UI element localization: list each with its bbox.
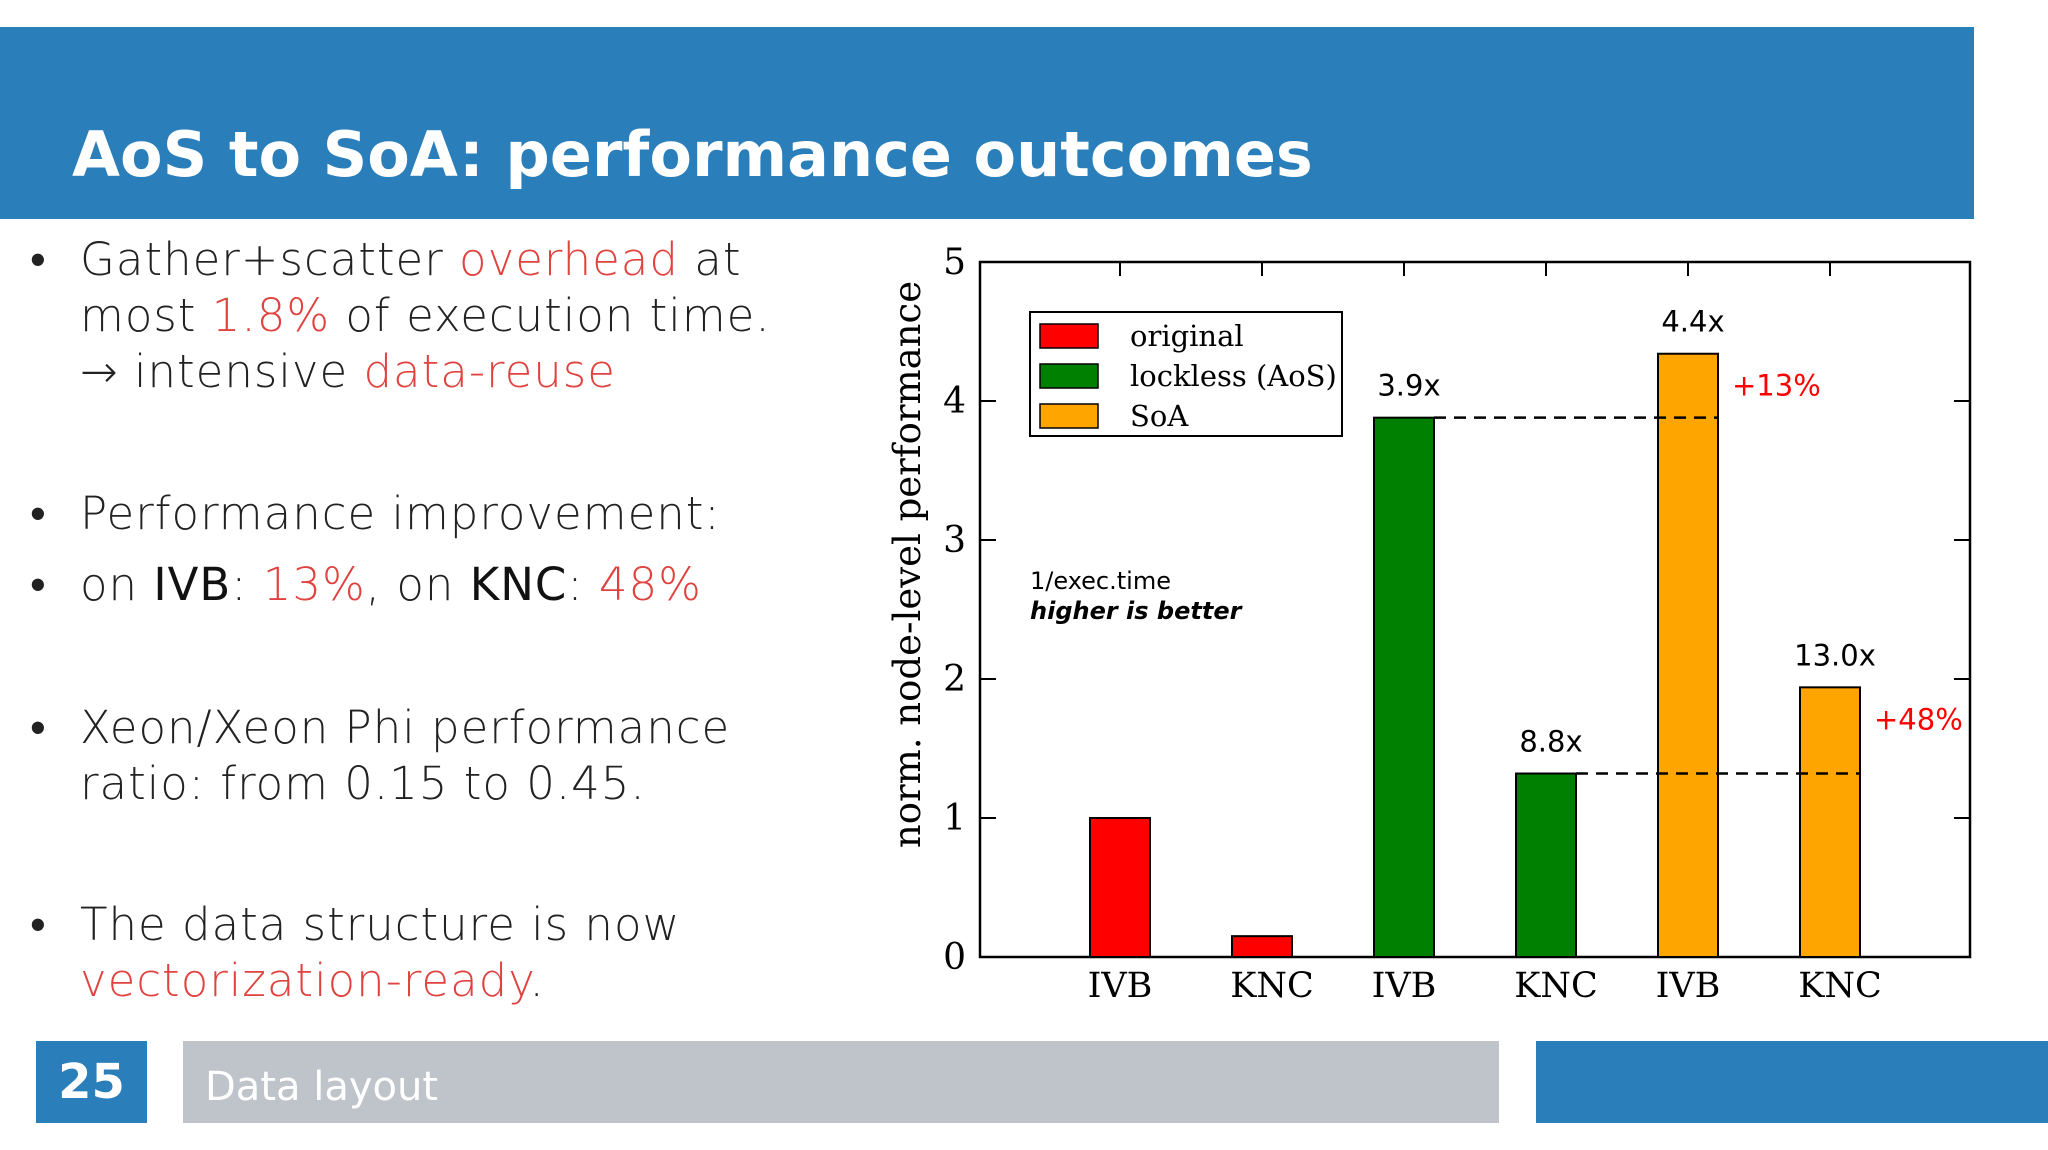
highlight-text: 13% <box>262 558 366 611</box>
legend-swatch <box>1039 403 1099 429</box>
legend: original lockless (AoS) SoA <box>1029 311 1343 437</box>
bullet-text: Gather+scatter <box>80 233 460 286</box>
bullet-text: at <box>678 233 742 286</box>
bullet-line: Gather+scatter overhead at <box>80 232 860 288</box>
bullet-text: Xeon/Xeon Phi performance <box>80 701 731 754</box>
y-tick-labels: 0 1 2 3 4 5 <box>943 242 966 978</box>
bullet-text: most <box>80 289 212 342</box>
highlight-text: 48% <box>598 558 702 611</box>
keyword-text: IVB <box>153 558 232 611</box>
x-tick-label: IVB <box>1656 966 1721 1006</box>
x-tick-label: KNC <box>1514 966 1598 1006</box>
bullet-text: : <box>231 558 263 611</box>
bullet-item: The data structure is now vectorization-… <box>30 897 860 1009</box>
bars <box>1089 352 1861 959</box>
annotation-label: +13% <box>1732 369 1821 403</box>
x-tick-label: KNC <box>1798 966 1882 1006</box>
legend-entry: original <box>1130 319 1244 353</box>
legend-entry: lockless (AoS) <box>1130 359 1337 393</box>
legend-swatch <box>1039 323 1099 349</box>
bar <box>1089 817 1151 958</box>
chart-note-line2: higher is better <box>1030 597 1244 625</box>
footer-right-bar <box>1536 1041 2048 1123</box>
bullet-text: The data structure is now <box>80 898 681 951</box>
x-tick-label: KNC <box>1230 966 1314 1006</box>
bar <box>1373 416 1435 958</box>
bar-value-label: 13.0x <box>1794 638 1876 672</box>
legend-swatch <box>1039 363 1099 389</box>
chart-note-line1: 1/exec.time <box>1030 567 1171 595</box>
highlight-text: 1.8% <box>211 289 331 342</box>
keyword-text: KNC <box>469 558 568 611</box>
bullet-text: on <box>80 558 154 611</box>
bar <box>1515 772 1577 959</box>
bullet-line-sub: → intensive data-reuse <box>80 344 860 400</box>
bullet-text: , on <box>365 558 470 611</box>
bar-value-label: 3.9x <box>1377 369 1440 403</box>
bar-chart: 0 1 2 3 4 5 IVB KNC IVB KNC IVB KNC 3.9x 8.8x 4.4x 13… <box>886 242 1972 1006</box>
bullet-line: on IVB: 13%, on KNC: 48% <box>80 557 860 613</box>
x-tick-label: IVB <box>1372 966 1437 1006</box>
y-axis-label: norm. node-level performance <box>886 281 929 848</box>
bullet-text: Performance improvement: <box>80 487 721 540</box>
footer-section-bar: Data layout <box>183 1041 1499 1123</box>
slide-number: 25 <box>58 1054 125 1110</box>
y-tick-label: 2 <box>943 659 966 700</box>
y-tick-label: 4 <box>943 381 966 422</box>
bullet-text: . <box>529 954 545 1007</box>
highlight-text: overhead <box>459 233 679 286</box>
bar-value-label: 8.8x <box>1519 725 1582 759</box>
bar <box>1799 686 1861 958</box>
bullet-item: Performance improvement: <box>30 486 860 542</box>
plot-frame <box>978 260 1972 959</box>
y-tick-label: 3 <box>943 520 966 561</box>
highlight-text: data-reuse <box>363 345 616 398</box>
bullet-text: ratio: from 0.15 to 0.45. <box>80 757 646 810</box>
header-bar <box>0 27 1974 219</box>
annotations: +13% +48% <box>1732 369 1963 737</box>
bullet-item: Gather+scatter overhead at most 1.8% of … <box>30 232 860 400</box>
legend-entry: SoA <box>1130 399 1189 433</box>
y-tick-label: 5 <box>943 242 966 283</box>
bar-value-label: 4.4x <box>1661 305 1724 339</box>
section-title: Data layout <box>205 1064 439 1110</box>
annotation-label: +48% <box>1874 702 1963 736</box>
x-tick-label: IVB <box>1088 966 1153 1006</box>
reference-lines <box>1434 416 1860 775</box>
y-tick-label: 0 <box>943 937 966 978</box>
bullet-line: most 1.8% of execution time. <box>80 288 860 344</box>
slide-title: AoS to SoA: performance outcomes <box>72 118 1313 191</box>
bullet-text: : <box>567 558 599 611</box>
bullet-item: Xeon/Xeon Phi performance ratio: from 0.… <box>30 700 860 812</box>
slide-number-box: 25 <box>36 1041 147 1123</box>
bar-value-labels: 3.9x 8.8x 4.4x 13.0x <box>1377 305 1876 759</box>
bar <box>1657 352 1719 959</box>
highlight-text: vectorization-ready <box>80 954 530 1007</box>
x-tick-labels: IVB KNC IVB KNC IVB KNC <box>1088 966 1882 1006</box>
bullet-item: on IVB: 13%, on KNC: 48% <box>30 557 860 613</box>
bar <box>1231 935 1293 959</box>
bullet-text: of execution time. <box>330 289 771 342</box>
bullet-line: vectorization-ready. <box>80 953 860 1009</box>
bullet-text: → intensive <box>80 345 364 398</box>
y-tick-label: 1 <box>943 798 966 839</box>
